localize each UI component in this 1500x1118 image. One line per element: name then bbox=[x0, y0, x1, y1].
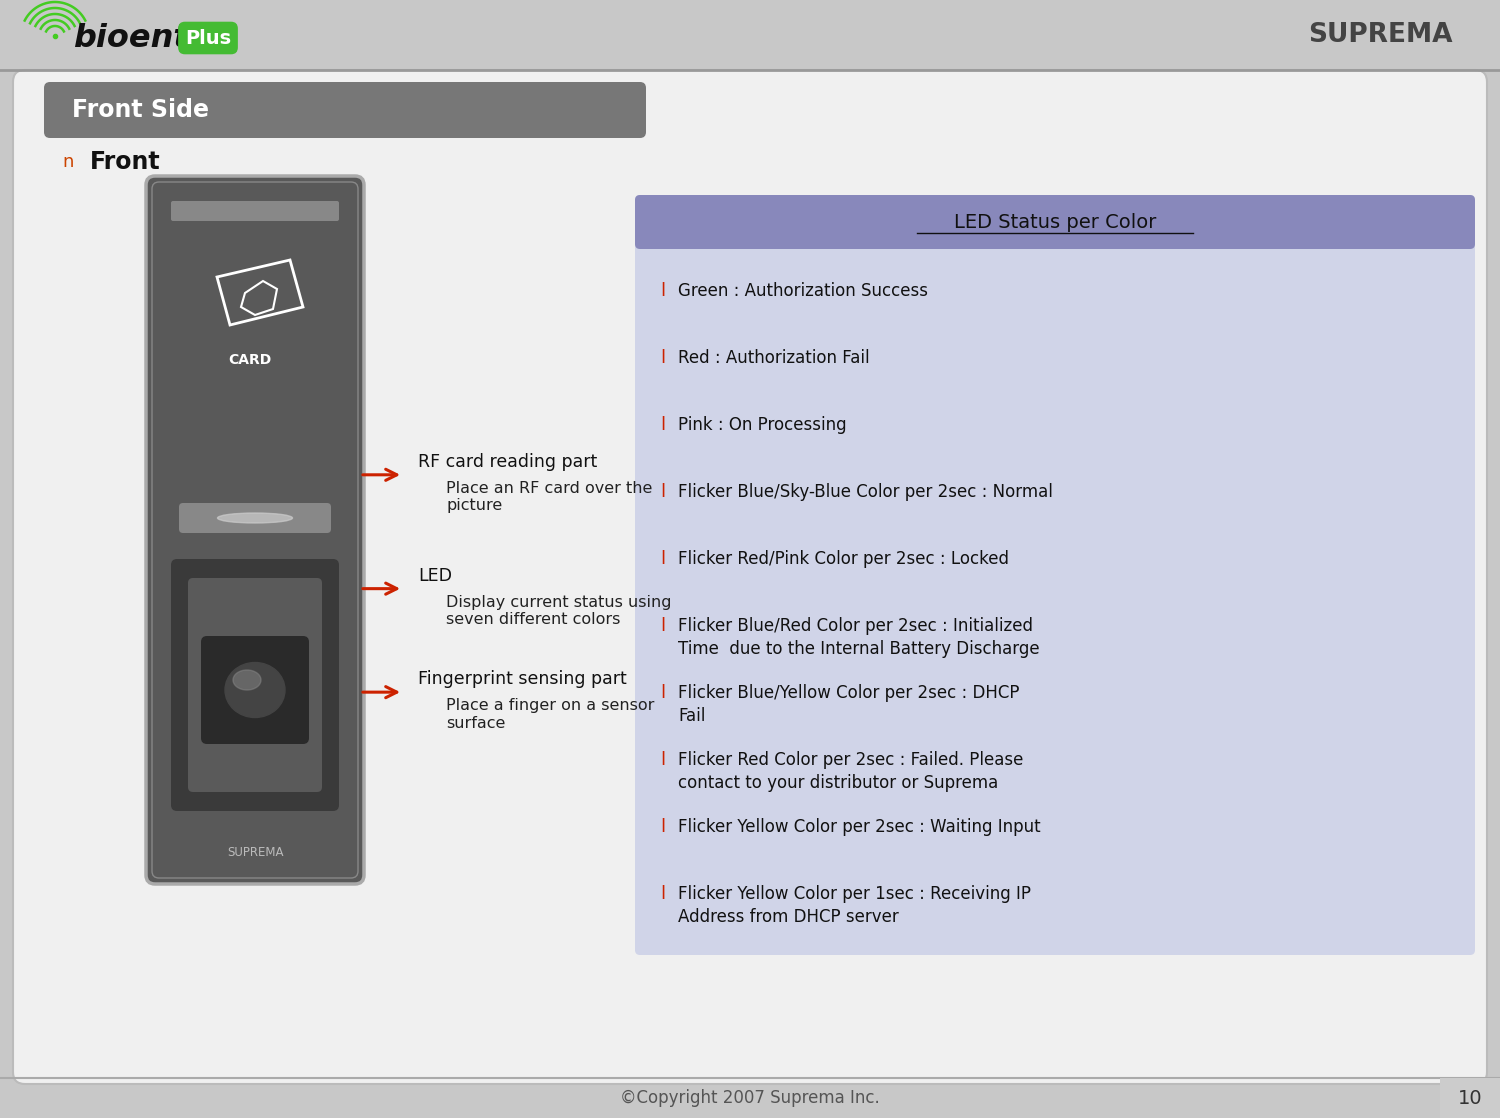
Ellipse shape bbox=[217, 513, 292, 523]
Text: Flicker Blue/Sky-Blue Color per 2sec : Normal: Flicker Blue/Sky-Blue Color per 2sec : N… bbox=[678, 483, 1053, 501]
Text: l: l bbox=[660, 684, 664, 702]
Text: Place a finger on a sensor
surface: Place a finger on a sensor surface bbox=[446, 698, 654, 730]
FancyBboxPatch shape bbox=[146, 176, 364, 884]
Text: 10: 10 bbox=[1458, 1089, 1482, 1108]
Ellipse shape bbox=[232, 670, 261, 690]
Text: l: l bbox=[660, 885, 664, 903]
Text: SUPREMA: SUPREMA bbox=[1308, 22, 1452, 48]
Text: n: n bbox=[62, 153, 74, 171]
Text: LED: LED bbox=[419, 567, 452, 585]
Text: l: l bbox=[660, 282, 664, 300]
FancyBboxPatch shape bbox=[171, 201, 339, 221]
Text: Front Side: Front Side bbox=[72, 98, 209, 122]
Text: Pink : On Processing: Pink : On Processing bbox=[678, 416, 846, 434]
Text: SUPREMA: SUPREMA bbox=[226, 846, 284, 860]
Text: Place an RF card over the
picture: Place an RF card over the picture bbox=[446, 481, 652, 513]
Text: l: l bbox=[660, 483, 664, 501]
Bar bbox=[0, 0, 1500, 70]
Text: CARD: CARD bbox=[228, 353, 272, 367]
FancyBboxPatch shape bbox=[201, 636, 309, 743]
Text: l: l bbox=[660, 550, 664, 568]
Text: Flicker Blue/Red Color per 2sec : Initialized
Time  due to the Internal Battery : Flicker Blue/Red Color per 2sec : Initia… bbox=[678, 617, 1040, 657]
Text: l: l bbox=[660, 349, 664, 367]
Text: Flicker Yellow Color per 2sec : Waiting Input: Flicker Yellow Color per 2sec : Waiting … bbox=[678, 818, 1041, 836]
Text: Flicker Red/Pink Color per 2sec : Locked: Flicker Red/Pink Color per 2sec : Locked bbox=[678, 550, 1010, 568]
Text: l: l bbox=[660, 751, 664, 769]
FancyBboxPatch shape bbox=[188, 578, 322, 792]
Text: ©Copyright 2007 Suprema Inc.: ©Copyright 2007 Suprema Inc. bbox=[620, 1089, 880, 1107]
FancyBboxPatch shape bbox=[44, 82, 646, 138]
Text: Display current status using
seven different colors: Display current status using seven diffe… bbox=[446, 595, 672, 627]
FancyBboxPatch shape bbox=[634, 195, 1474, 955]
Text: Green : Authorization Success: Green : Authorization Success bbox=[678, 282, 928, 300]
FancyBboxPatch shape bbox=[178, 503, 332, 533]
Text: Red : Authorization Fail: Red : Authorization Fail bbox=[678, 349, 870, 367]
Text: Flicker Red Color per 2sec : Failed. Please
contact to your distributor or Supre: Flicker Red Color per 2sec : Failed. Ple… bbox=[678, 751, 1023, 792]
FancyBboxPatch shape bbox=[634, 195, 1474, 249]
FancyBboxPatch shape bbox=[13, 70, 1486, 1084]
Text: Plus: Plus bbox=[184, 28, 231, 47]
Text: RF card reading part: RF card reading part bbox=[419, 453, 597, 471]
Text: l: l bbox=[660, 818, 664, 836]
Text: Flicker Yellow Color per 1sec : Receiving IP
Address from DHCP server: Flicker Yellow Color per 1sec : Receivin… bbox=[678, 885, 1030, 926]
Text: bioentry: bioentry bbox=[74, 22, 225, 54]
Bar bbox=[1440, 1078, 1500, 1118]
FancyBboxPatch shape bbox=[171, 559, 339, 811]
Text: Flicker Blue/Yellow Color per 2sec : DHCP
Fail: Flicker Blue/Yellow Color per 2sec : DHC… bbox=[678, 684, 1020, 724]
Text: l: l bbox=[660, 416, 664, 434]
Text: l: l bbox=[660, 617, 664, 635]
Text: Fingerprint sensing part: Fingerprint sensing part bbox=[419, 670, 627, 689]
Text: Front: Front bbox=[90, 150, 160, 174]
Ellipse shape bbox=[225, 663, 285, 718]
Text: LED Status per Color: LED Status per Color bbox=[954, 212, 1156, 231]
